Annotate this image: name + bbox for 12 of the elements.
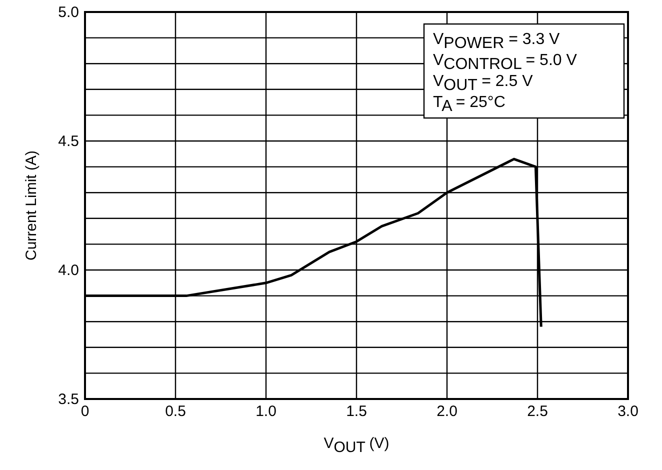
y-tick-label: 5.0 <box>58 4 79 21</box>
y-axis-title: Current Limit (A) <box>23 150 40 261</box>
x-tick-label: 3.0 <box>618 403 638 420</box>
x-tick-label: 1.5 <box>346 403 367 420</box>
y-tick-label: 4.0 <box>58 262 79 279</box>
y-tick-label: 4.5 <box>58 133 79 150</box>
x-tick-label: 0 <box>80 403 90 420</box>
y-tick-label: 3.5 <box>58 391 79 408</box>
x-tick-label: 2.0 <box>436 403 458 420</box>
x-tick-label: 1.0 <box>256 403 276 420</box>
x-tick-label: 0.5 <box>165 403 186 420</box>
x-tick-label: 2.5 <box>527 403 548 420</box>
